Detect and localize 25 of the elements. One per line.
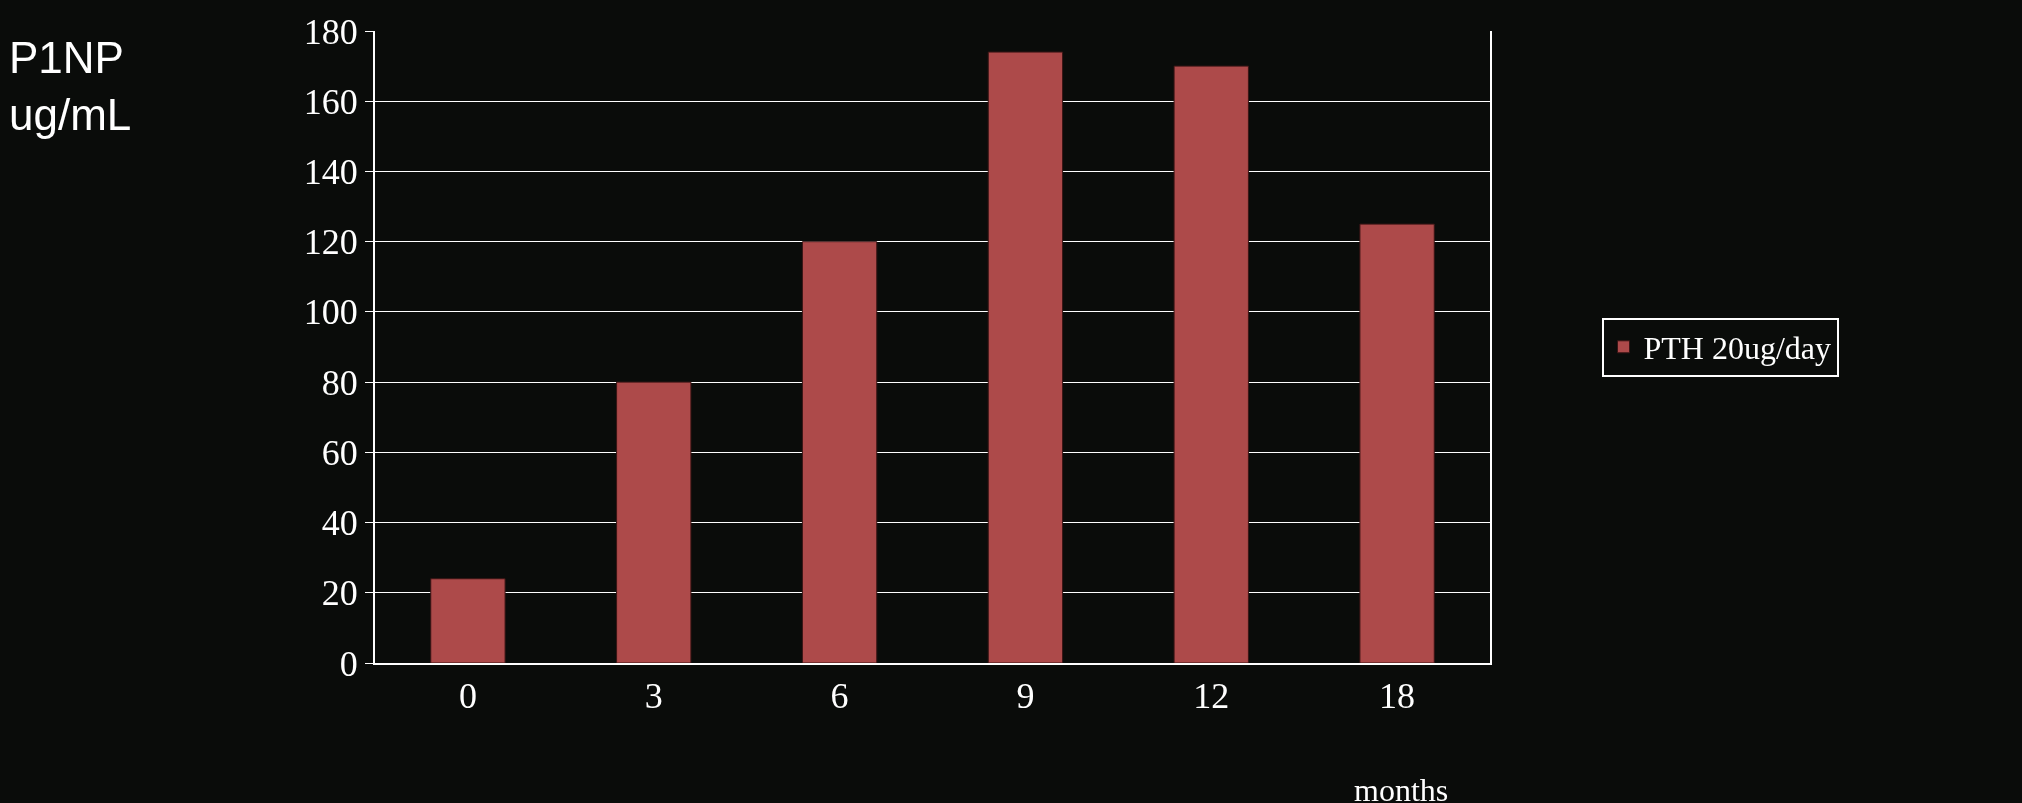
x-tick-label: 0 <box>458 676 477 717</box>
legend-label: PTH 20ug/day <box>1643 330 1832 367</box>
y-axis-title: P1NP ug/mL <box>9 33 132 140</box>
y-tick-label: 40 <box>321 503 358 544</box>
x-tick-label: 12 <box>1193 676 1230 717</box>
y-tick-label: 60 <box>321 432 358 473</box>
x-tick-label: 18 <box>1379 676 1416 717</box>
bar <box>987 51 1064 663</box>
bar <box>801 241 878 663</box>
y-tick-label: 120 <box>303 222 358 263</box>
bar <box>430 578 506 663</box>
bar <box>1359 223 1435 663</box>
x-tick-label: 3 <box>644 676 663 717</box>
y-tick-label: 80 <box>321 362 358 403</box>
y-tick-label: 100 <box>303 292 358 333</box>
bar <box>616 381 692 663</box>
x-tick-label: 6 <box>830 676 849 717</box>
y-tick-label: 20 <box>321 573 358 614</box>
y-tick-label: 180 <box>303 11 358 52</box>
x-axis-title: months <box>1354 772 1449 803</box>
y-tick-label: 140 <box>303 152 358 193</box>
x-tick-label: 9 <box>1016 676 1035 717</box>
y-tick-label: 160 <box>303 81 358 122</box>
bar <box>1173 65 1249 663</box>
y-tick-label: 0 <box>339 643 358 684</box>
